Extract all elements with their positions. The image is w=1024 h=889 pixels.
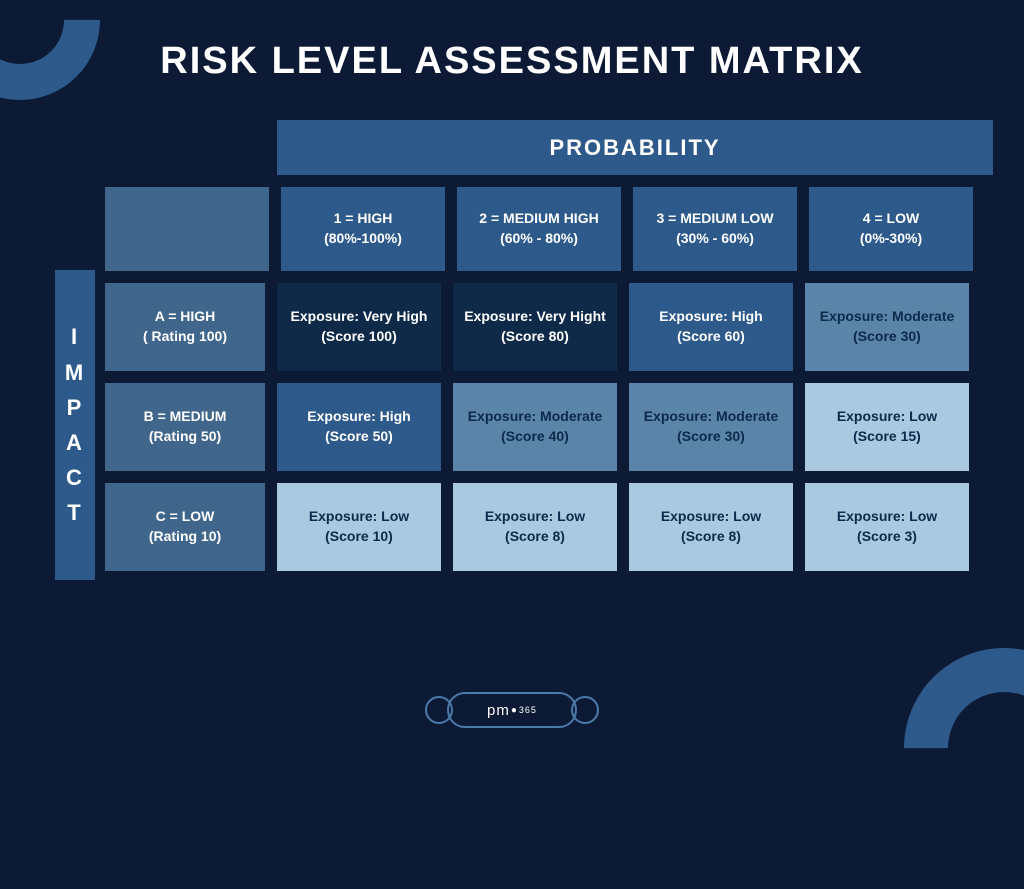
- prob-col-header: 4 = LOW(0%-30%): [809, 187, 973, 271]
- corner-blank-cell: [105, 187, 269, 271]
- corner-decoration-br: [863, 607, 1024, 889]
- matrix-cell: Exposure: Low(Score 8): [453, 483, 617, 571]
- page-title: RISK LEVEL ASSESSMENT MATRIX: [0, 0, 1024, 83]
- matrix-row: C = LOW(Rating 10)Exposure: Low(Score 10…: [105, 483, 993, 571]
- matrix-cell: Exposure: High(Score 60): [629, 283, 793, 371]
- header-row: 1 = HIGH(80%-100%) 2 = MEDIUM HIGH(60% -…: [105, 187, 993, 271]
- matrix-cell: Exposure: Low(Score 10): [277, 483, 441, 571]
- brand-badge: pm●365: [425, 692, 599, 728]
- impact-row-header: B = MEDIUM(Rating 50): [105, 383, 265, 471]
- brand-logo: pm●365: [447, 692, 577, 728]
- matrix-cell: Exposure: High(Score 50): [277, 383, 441, 471]
- matrix-cell: Exposure: Moderate(Score 30): [629, 383, 793, 471]
- risk-matrix: IMPACT PROBABILITY 1 = HIGH(80%-100%) 2 …: [55, 120, 993, 580]
- matrix-row: A = HIGH( Rating 100)Exposure: Very High…: [105, 283, 993, 371]
- probability-axis-label: PROBABILITY: [277, 120, 993, 175]
- matrix-cell: Exposure: Very High(Score 100): [277, 283, 441, 371]
- matrix-row: B = MEDIUM(Rating 50)Exposure: High(Scor…: [105, 383, 993, 471]
- prob-col-header: 2 = MEDIUM HIGH(60% - 80%): [457, 187, 621, 271]
- impact-axis-label: IMPACT: [55, 270, 95, 580]
- matrix-cell: Exposure: Very Hight(Score 80): [453, 283, 617, 371]
- matrix-cell: Exposure: Low(Score 8): [629, 483, 793, 571]
- matrix-cell: Exposure: Low(Score 15): [805, 383, 969, 471]
- impact-row-header: A = HIGH( Rating 100): [105, 283, 265, 371]
- matrix-cell: Exposure: Moderate(Score 30): [805, 283, 969, 371]
- matrix-cell: Exposure: Moderate(Score 40): [453, 383, 617, 471]
- badge-circle-icon: [571, 696, 599, 724]
- prob-col-header: 3 = MEDIUM LOW(30% - 60%): [633, 187, 797, 271]
- prob-col-header: 1 = HIGH(80%-100%): [281, 187, 445, 271]
- matrix-cell: Exposure: Low(Score 3): [805, 483, 969, 571]
- impact-row-header: C = LOW(Rating 10): [105, 483, 265, 571]
